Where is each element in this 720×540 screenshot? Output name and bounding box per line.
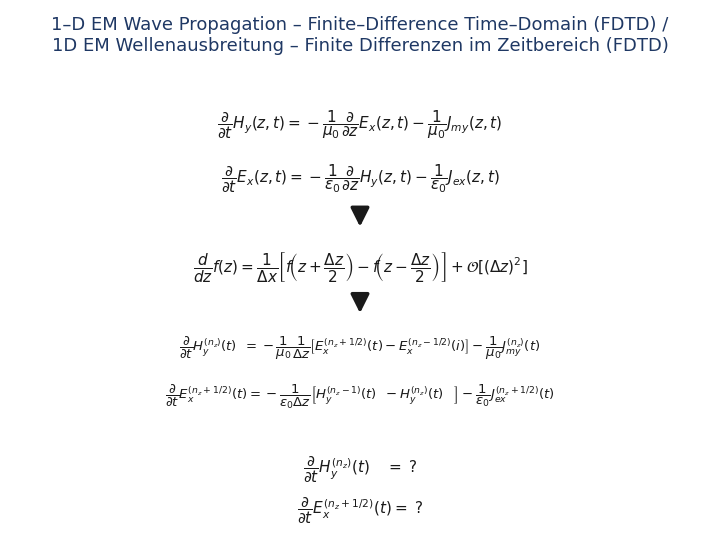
Text: $\dfrac{\partial}{\partial t}H_y(z,t) = -\dfrac{1}{\mu_0}\dfrac{\partial}{\parti: $\dfrac{\partial}{\partial t}H_y(z,t) = … <box>217 108 503 140</box>
Text: $\dfrac{\partial}{\partial t}E_x^{(n_z+1/2)}(t) = \;?$: $\dfrac{\partial}{\partial t}E_x^{(n_z+1… <box>297 495 423 525</box>
Text: $\dfrac{d}{dz}f(z) = \dfrac{1}{\Delta x}\left[f\!\left(z+\dfrac{\Delta z}{2}\rig: $\dfrac{d}{dz}f(z) = \dfrac{1}{\Delta x}… <box>193 251 527 284</box>
Text: 1–D EM Wave Propagation – Finite–Difference Time–Domain (FDTD) /
1D EM Wellenaus: 1–D EM Wave Propagation – Finite–Differe… <box>51 16 669 55</box>
Text: $\dfrac{\partial}{\partial t}E_x(z,t) = -\dfrac{1}{\varepsilon_0}\dfrac{\partial: $\dfrac{\partial}{\partial t}E_x(z,t) = … <box>220 162 500 194</box>
Text: $\dfrac{\partial}{\partial t}H_y^{(n_z)}(t)\;\;\;\; = \;?$: $\dfrac{\partial}{\partial t}H_y^{(n_z)}… <box>303 455 417 485</box>
Text: $\dfrac{\partial}{\partial t}E_x^{(n_z+1/2)}(t) = -\dfrac{1}{\varepsilon_0\Delta: $\dfrac{\partial}{\partial t}E_x^{(n_z+1… <box>165 383 555 411</box>
Text: $\dfrac{\partial}{\partial t}H_y^{(n_z)}(t)\;\;= -\dfrac{1}{\mu_0}\dfrac{1}{\Del: $\dfrac{\partial}{\partial t}H_y^{(n_z)}… <box>179 335 541 362</box>
